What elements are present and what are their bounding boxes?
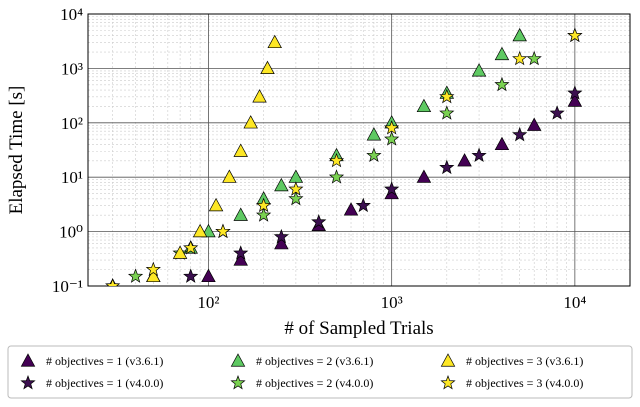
point — [526, 117, 542, 131]
point — [252, 89, 267, 103]
y-tick-label: 10⁰ — [59, 223, 83, 242]
point — [457, 153, 472, 167]
point — [384, 120, 400, 135]
point — [208, 197, 224, 212]
point — [288, 169, 304, 183]
y-tick-label: 10⁴ — [60, 5, 83, 24]
legend-label: # objectives = 2 (v4.0.0) — [256, 376, 373, 390]
point — [183, 239, 199, 255]
point — [273, 228, 289, 244]
legend-marker — [230, 353, 246, 367]
point — [260, 60, 275, 74]
point — [384, 131, 400, 146]
point — [127, 268, 144, 283]
point — [416, 98, 432, 113]
y-axis-label: Elapsed Time [s] — [6, 86, 27, 215]
markers — [105, 27, 583, 286]
point — [366, 147, 382, 163]
legend-marker — [20, 375, 36, 390]
point — [526, 50, 542, 66]
point — [233, 245, 249, 260]
legend-label: # objectives = 3 (v3.6.1) — [466, 354, 583, 368]
point — [233, 207, 248, 221]
legend-label: # objectives = 2 (v3.6.1) — [256, 354, 373, 368]
x-tick-label: 10⁴ — [563, 293, 586, 312]
point — [172, 245, 188, 259]
point — [384, 181, 400, 196]
point — [274, 177, 289, 192]
legend-marker — [440, 375, 456, 390]
point — [366, 127, 382, 141]
point — [222, 169, 237, 183]
point — [243, 115, 258, 129]
point — [439, 159, 455, 175]
legend-label: # objectives = 1 (v3.6.1) — [46, 354, 163, 368]
point — [355, 197, 371, 213]
point — [105, 277, 121, 286]
point — [328, 169, 345, 184]
point — [471, 63, 487, 77]
point — [567, 85, 583, 100]
point — [233, 143, 248, 157]
y-tick-label: 10¹ — [61, 168, 83, 187]
point — [439, 88, 455, 104]
point — [267, 34, 282, 49]
point — [494, 136, 510, 151]
legend-label: # objectives = 3 (v4.0.0) — [466, 376, 583, 390]
point — [512, 27, 527, 42]
point — [288, 181, 304, 196]
point — [567, 27, 583, 43]
point — [567, 93, 583, 107]
point — [255, 207, 272, 222]
point — [343, 202, 359, 216]
y-tick-label: 10² — [61, 114, 83, 133]
x-axis-label: # of Sampled Trials — [284, 318, 433, 339]
point — [145, 261, 161, 277]
point — [512, 50, 528, 66]
point — [192, 223, 208, 238]
y-tick-label: 10³ — [61, 59, 83, 78]
point — [311, 214, 327, 229]
x-tick-label: 10³ — [381, 293, 403, 312]
point — [201, 268, 216, 283]
point — [183, 268, 199, 283]
point — [494, 76, 510, 92]
legend-marker — [440, 353, 456, 367]
point — [288, 190, 304, 206]
y-tick-label: 10⁻¹ — [52, 277, 83, 296]
legend-box — [7, 345, 633, 399]
point — [549, 105, 565, 120]
point — [471, 147, 487, 163]
legend-label: # objectives = 1 (v4.0.0) — [46, 376, 163, 390]
legend-marker — [230, 375, 246, 390]
point — [512, 126, 528, 142]
plot-frame — [87, 13, 631, 287]
point — [494, 46, 510, 61]
point — [146, 268, 161, 283]
point — [416, 169, 432, 183]
legend-marker — [20, 353, 36, 367]
point — [233, 252, 248, 266]
point — [274, 235, 289, 250]
x-tick-label: 10² — [197, 293, 219, 312]
point — [215, 223, 231, 239]
point — [439, 105, 455, 120]
point — [328, 152, 345, 168]
point — [255, 197, 272, 213]
